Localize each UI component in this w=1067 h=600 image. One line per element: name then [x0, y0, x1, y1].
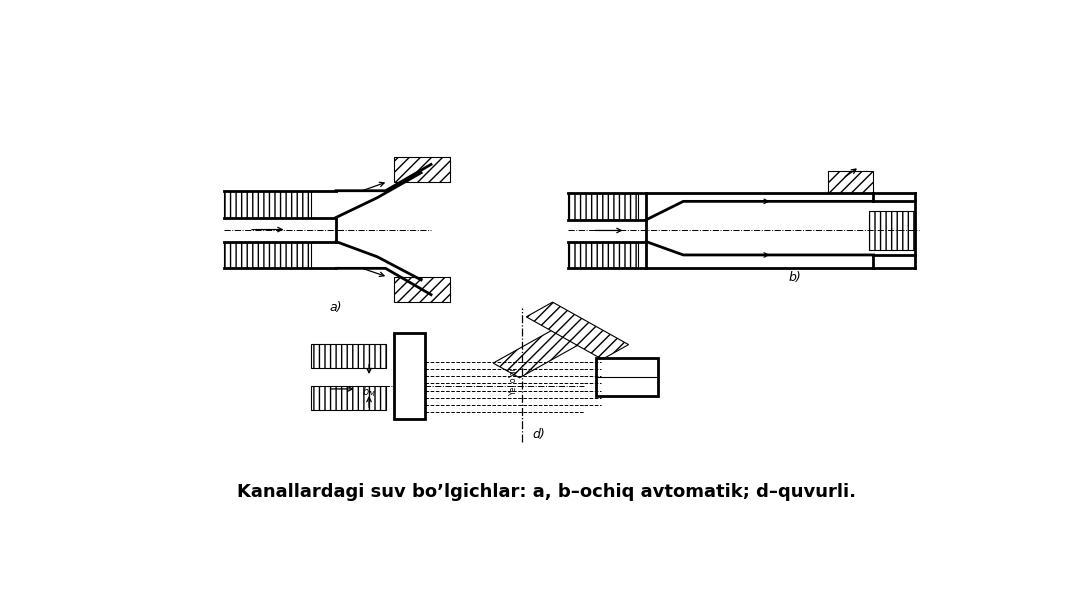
- Bar: [312, 344, 385, 368]
- Text: $b_M$: $b_M$: [362, 385, 376, 398]
- Bar: [526, 302, 628, 359]
- Bar: [394, 157, 450, 182]
- Bar: [568, 193, 638, 220]
- Bar: [596, 358, 658, 397]
- Text: Kanallardagi suv bo’lgichlar: a, b–ochiq avtomatik; d–quvurli.: Kanallardagi suv bo’lgichlar: a, b–ochiq…: [237, 484, 857, 502]
- Bar: [596, 377, 658, 397]
- Bar: [394, 277, 450, 302]
- Text: d): d): [532, 428, 545, 441]
- Bar: [493, 320, 595, 378]
- Bar: [394, 332, 426, 419]
- Bar: [870, 211, 914, 250]
- Bar: [568, 242, 638, 268]
- Bar: [828, 171, 874, 193]
- Text: b): b): [789, 271, 801, 284]
- Bar: [596, 358, 658, 377]
- Bar: [224, 242, 312, 268]
- Text: a): a): [330, 301, 343, 314]
- Bar: [224, 191, 312, 218]
- Bar: [312, 386, 385, 410]
- Text: Yel o'qi: Yel o'qi: [509, 368, 519, 395]
